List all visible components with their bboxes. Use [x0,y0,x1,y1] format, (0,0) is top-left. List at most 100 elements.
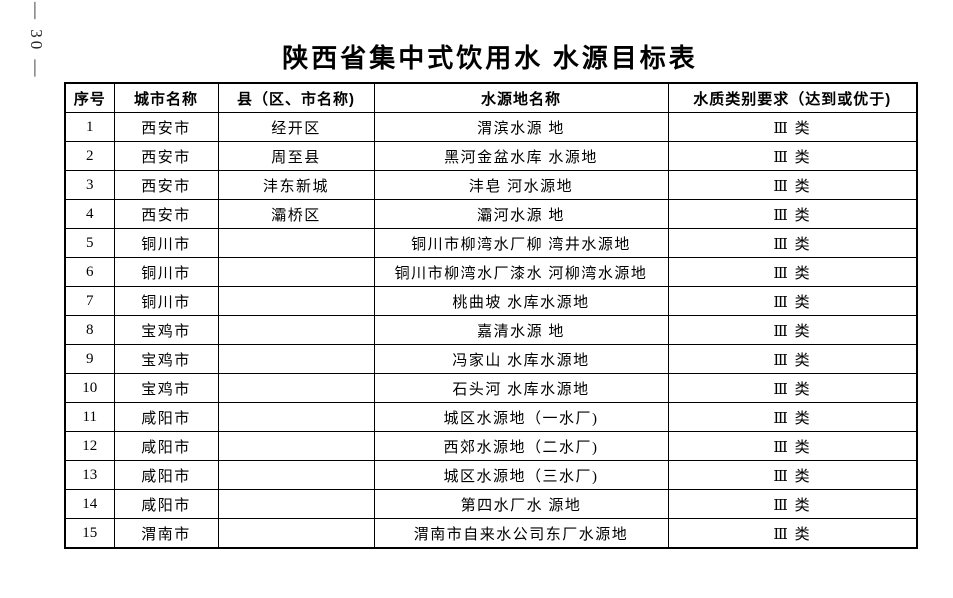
source-cell: 石头河 水库水源地 [373,373,669,403]
seq-cell: 14 [64,489,115,519]
table-row: 5 铜川市 铜川市柳湾水厂柳 湾井水源地 Ⅲ 类 [64,228,918,258]
table-row: 11 咸阳市 城区水源地（一水厂) Ⅲ 类 [64,402,918,432]
column-header-quality: 水质类别要求（达到或优于) [667,82,918,113]
page-number: — 30 — [27,2,46,80]
quality-cell: Ⅲ 类 [667,315,918,345]
table-row: 12 咸阳市 西郊水源地（二水厂) Ⅲ 类 [64,431,918,461]
seq-cell: 2 [64,141,115,171]
source-cell: 城区水源地（一水厂) [373,402,669,432]
seq-cell: 9 [64,344,115,374]
seq-cell: 13 [64,460,115,490]
column-header-city: 城市名称 [113,82,219,113]
city-cell: 西安市 [113,112,219,142]
table-row: 14 咸阳市 第四水厂水 源地 Ⅲ 类 [64,489,918,519]
county-cell: 周至县 [217,141,375,171]
county-cell [217,228,375,258]
source-cell: 铜川市柳湾水厂柳 湾井水源地 [373,228,669,258]
seq-cell: 12 [64,431,115,461]
column-header-seq: 序号 [64,82,115,113]
seq-cell: 10 [64,373,115,403]
county-cell [217,257,375,287]
quality-cell: Ⅲ 类 [667,257,918,287]
table-header-row: 序号 城市名称 县（区、市名称) 水源地名称 水质类别要求（达到或优于) [64,82,918,113]
city-cell: 西安市 [113,170,219,200]
quality-cell: Ⅲ 类 [667,141,918,171]
seq-cell: 5 [64,228,115,258]
county-cell [217,431,375,461]
table-row: 6 铜川市 铜川市柳湾水厂漆水 河柳湾水源地 Ⅲ 类 [64,257,918,287]
source-cell: 第四水厂水 源地 [373,489,669,519]
quality-cell: Ⅲ 类 [667,373,918,403]
quality-cell: Ⅲ 类 [667,460,918,490]
quality-cell: Ⅲ 类 [667,344,918,374]
quality-cell: Ⅲ 类 [667,489,918,519]
county-cell [217,460,375,490]
county-cell: 沣东新城 [217,170,375,200]
source-cell: 黑河金盆水库 水源地 [373,141,669,171]
seq-cell: 4 [64,199,115,229]
table-row: 13 咸阳市 城区水源地（三水厂) Ⅲ 类 [64,460,918,490]
column-header-source: 水源地名称 [373,82,669,113]
city-cell: 西安市 [113,141,219,171]
seq-cell: 3 [64,170,115,200]
source-cell: 冯家山 水库水源地 [373,344,669,374]
quality-cell: Ⅲ 类 [667,170,918,200]
county-cell [217,518,375,549]
city-cell: 铜川市 [113,257,219,287]
county-cell [217,315,375,345]
county-cell [217,286,375,316]
seq-cell: 11 [64,402,115,432]
city-cell: 宝鸡市 [113,344,219,374]
seq-cell: 1 [64,112,115,142]
city-cell: 咸阳市 [113,489,219,519]
source-cell: 西郊水源地（二水厂) [373,431,669,461]
table-row: 15 渭南市 渭南市自来水公司东厂水源地 Ⅲ 类 [64,518,918,549]
source-cell: 渭滨水源 地 [373,112,669,142]
source-cell: 灞河水源 地 [373,199,669,229]
table-row: 10 宝鸡市 石头河 水库水源地 Ⅲ 类 [64,373,918,403]
source-cell: 沣皂 河水源地 [373,170,669,200]
table-row: 2 西安市 周至县 黑河金盆水库 水源地 Ⅲ 类 [64,141,918,171]
seq-cell: 6 [64,257,115,287]
water-source-table: 序号 城市名称 县（区、市名称) 水源地名称 水质类别要求（达到或优于) 1 西安… [64,82,918,549]
county-cell: 经开区 [217,112,375,142]
quality-cell: Ⅲ 类 [667,286,918,316]
city-cell: 铜川市 [113,228,219,258]
source-cell: 铜川市柳湾水厂漆水 河柳湾水源地 [373,257,669,287]
table-row: 3 西安市 沣东新城 沣皂 河水源地 Ⅲ 类 [64,170,918,200]
quality-cell: Ⅲ 类 [667,228,918,258]
source-cell: 城区水源地（三水厂) [373,460,669,490]
quality-cell: Ⅲ 类 [667,199,918,229]
seq-cell: 15 [64,518,115,549]
city-cell: 渭南市 [113,518,219,549]
page-title: 陕西省集中式饮用水 水源目标表 [282,44,698,73]
county-cell [217,489,375,519]
seq-cell: 7 [64,286,115,316]
source-cell: 嘉清水源 地 [373,315,669,345]
city-cell: 咸阳市 [113,431,219,461]
county-cell [217,373,375,403]
quality-cell: Ⅲ 类 [667,431,918,461]
city-cell: 铜川市 [113,286,219,316]
table-row: 7 铜川市 桃曲坡 水库水源地 Ⅲ 类 [64,286,918,316]
city-cell: 宝鸡市 [113,315,219,345]
quality-cell: Ⅲ 类 [667,402,918,432]
quality-cell: Ⅲ 类 [667,112,918,142]
city-cell: 咸阳市 [113,460,219,490]
source-cell: 桃曲坡 水库水源地 [373,286,669,316]
table-row: 9 宝鸡市 冯家山 水库水源地 Ⅲ 类 [64,344,918,374]
county-cell [217,344,375,374]
county-cell [217,402,375,432]
seq-cell: 8 [64,315,115,345]
city-cell: 西安市 [113,199,219,229]
city-cell: 咸阳市 [113,402,219,432]
source-cell: 渭南市自来水公司东厂水源地 [373,518,669,549]
quality-cell: Ⅲ 类 [667,518,918,549]
city-cell: 宝鸡市 [113,373,219,403]
county-cell: 灞桥区 [217,199,375,229]
column-header-county: 县（区、市名称) [217,82,375,113]
